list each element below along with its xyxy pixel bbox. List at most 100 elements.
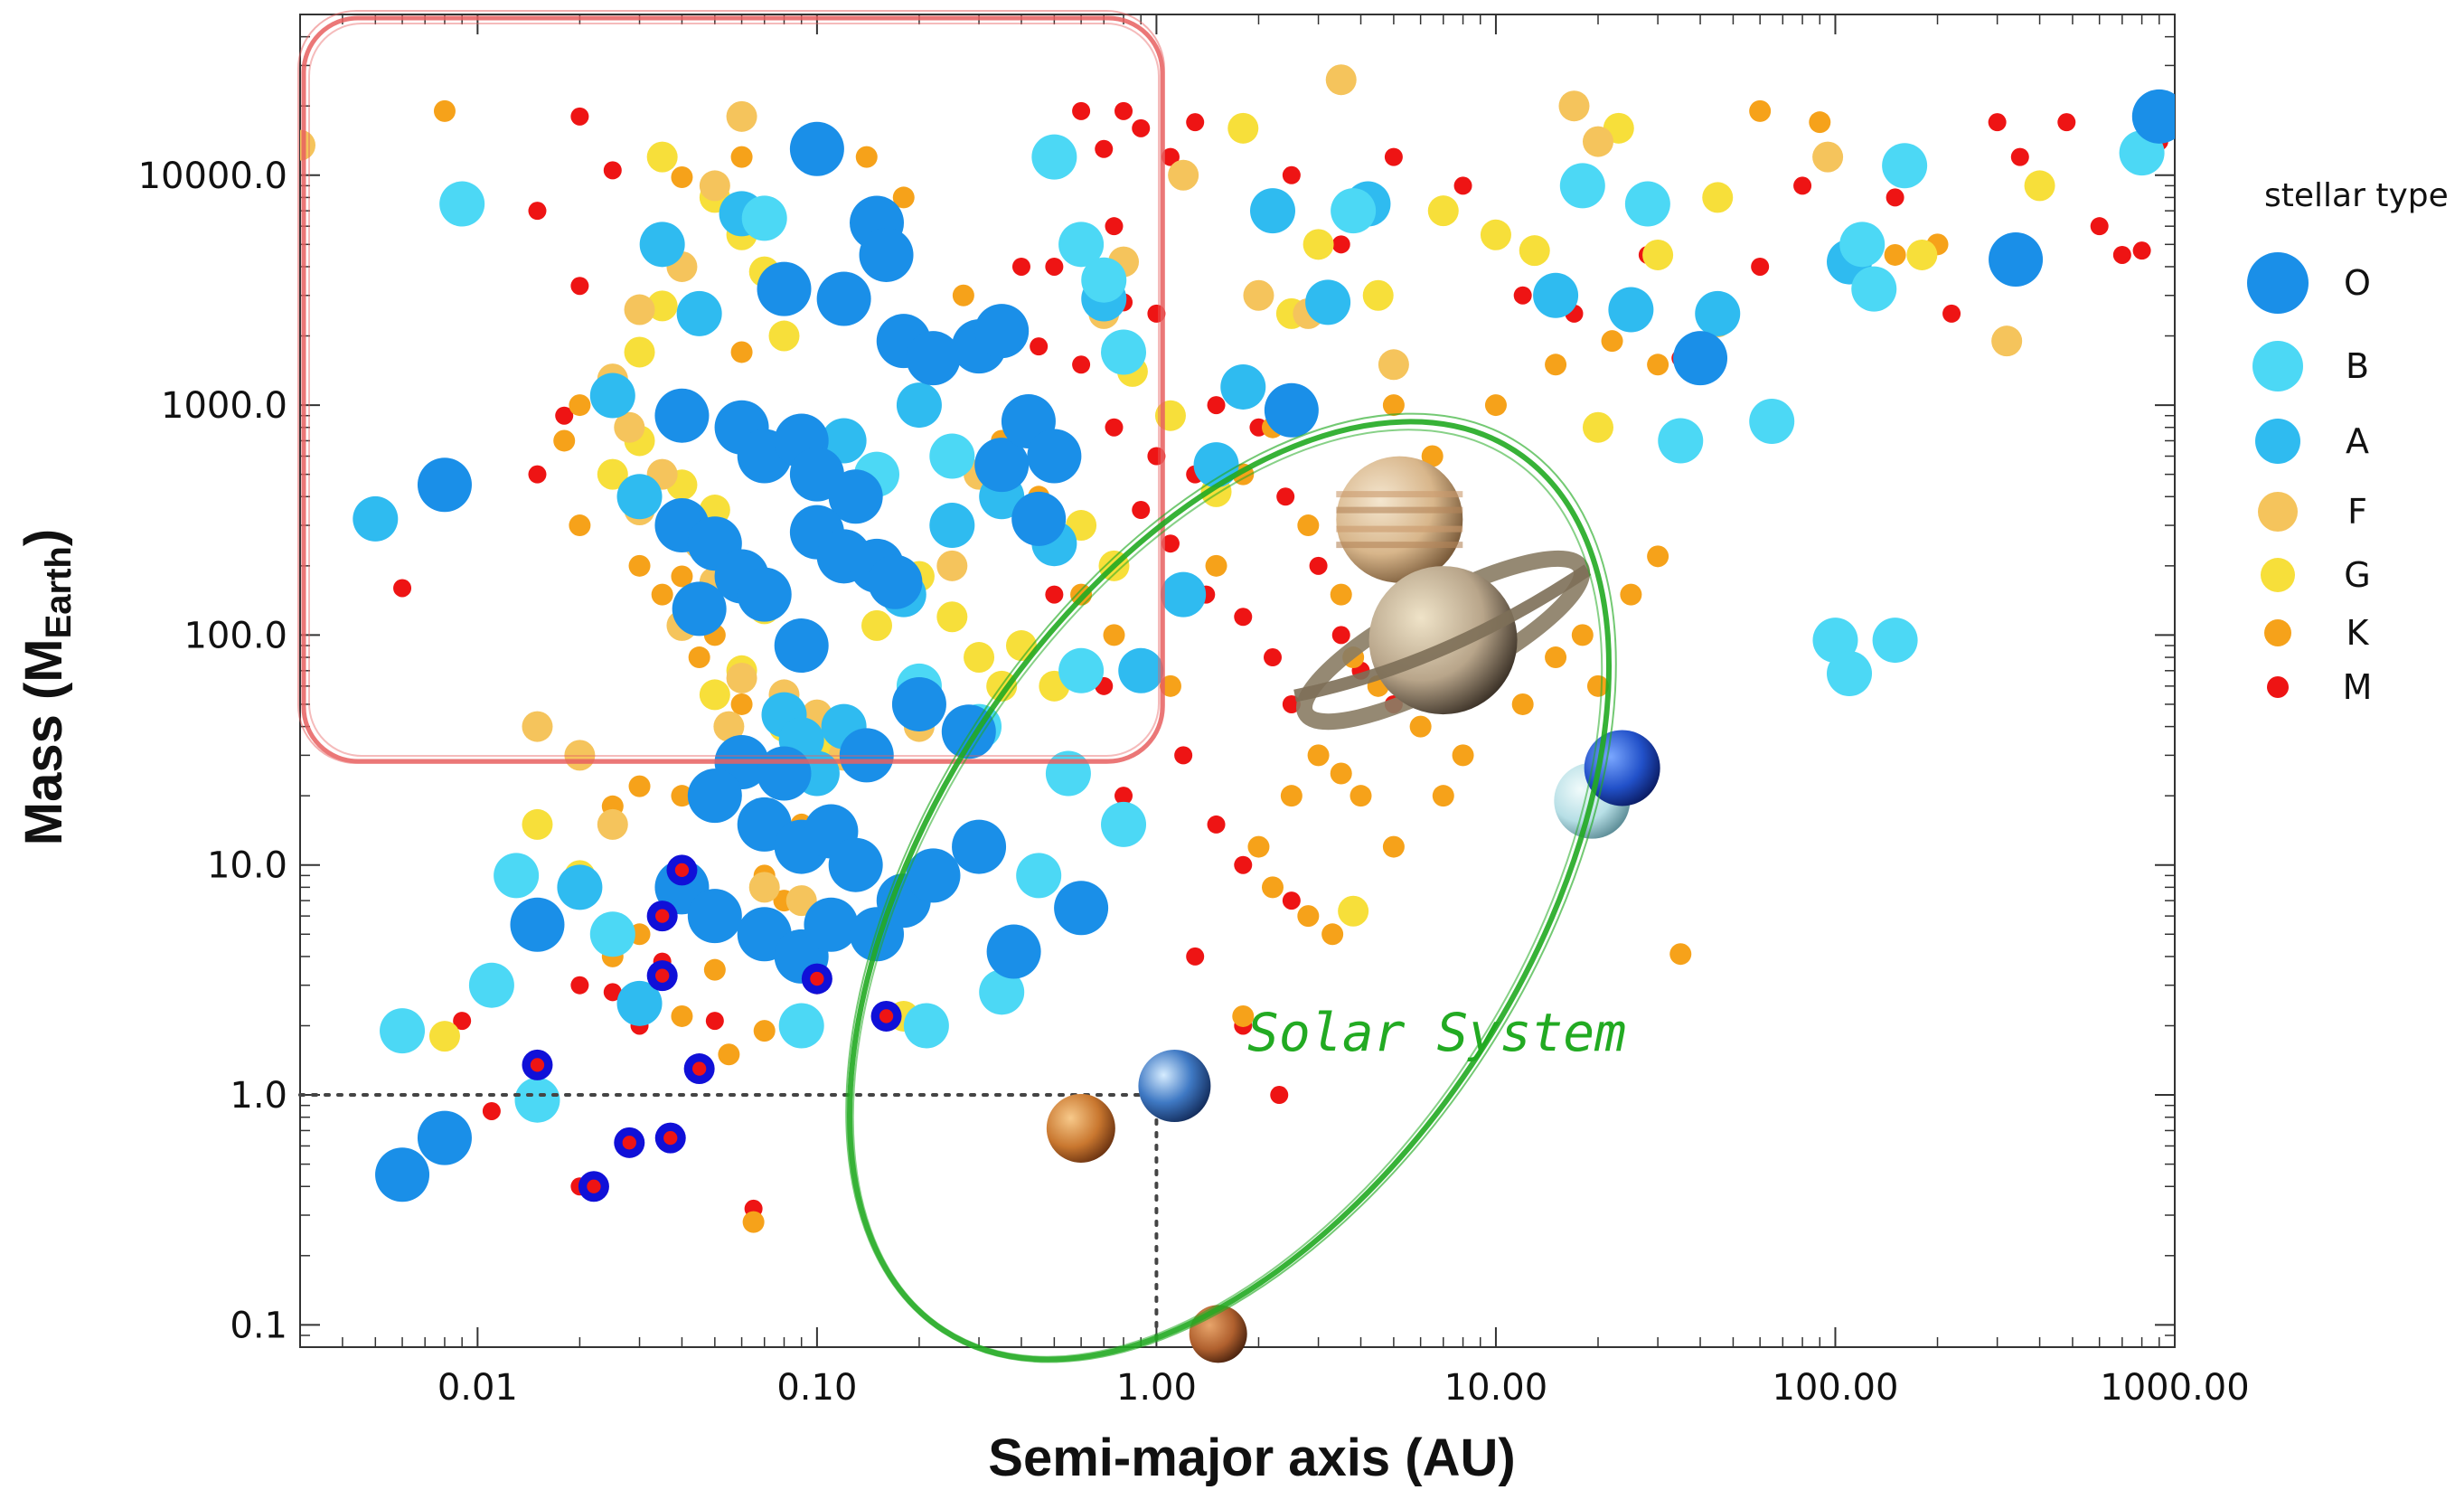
data-point-B	[1331, 188, 1377, 234]
data-point-O	[859, 227, 914, 282]
data-point-K	[1297, 905, 1320, 928]
data-point-K	[553, 429, 576, 452]
planet-venus	[1046, 1093, 1115, 1163]
data-point-O	[375, 1147, 430, 1202]
data-point-M	[1331, 626, 1350, 645]
data-point-K	[730, 693, 753, 715]
x-tick-label: 1.00	[1116, 1367, 1197, 1409]
data-point-M	[1132, 501, 1151, 520]
data-point-M	[1331, 235, 1350, 254]
data-point-A	[1305, 279, 1351, 325]
data-point-M	[570, 277, 589, 296]
data-point-M	[1114, 101, 1133, 120]
data-point-K	[1749, 99, 1772, 122]
data-point-M	[2090, 217, 2109, 236]
data-point-B	[468, 962, 514, 1008]
data-point-O	[1989, 231, 2044, 287]
data-point-F	[1378, 349, 1409, 381]
plot-area	[299, 14, 2176, 1348]
data-point-M	[1011, 257, 1030, 276]
data-point-O	[789, 121, 844, 176]
data-point-A	[616, 980, 663, 1026]
x-tick-label: 1000.00	[2100, 1367, 2249, 1409]
data-point-K	[628, 775, 651, 797]
data-point-O	[1011, 491, 1067, 546]
data-point-K	[671, 1004, 693, 1027]
data-point-O	[672, 581, 727, 637]
data-point-M	[603, 983, 622, 1002]
data-point-G	[1702, 182, 1734, 213]
data-point-M	[603, 161, 622, 180]
data-point-K	[651, 583, 673, 606]
data-point-B	[1045, 750, 1091, 797]
data-point-K	[1620, 583, 1642, 606]
data-point-O	[906, 331, 961, 386]
data-point-F	[1991, 325, 2023, 357]
y-axis-title: Mass (MEarth)	[14, 529, 79, 845]
data-point-ringed-core	[587, 1179, 601, 1193]
data-point-G	[428, 1021, 460, 1052]
data-point-B	[589, 911, 635, 957]
data-point-K	[1247, 835, 1270, 858]
data-point-ringed-core	[530, 1058, 545, 1072]
planet-jupiter	[1336, 456, 1463, 583]
data-point-M	[1988, 113, 2007, 132]
axis-tick-labels: 0.01 0.10 1.00 10.00 100.00 1000.00 0.1 1.0 10.0…	[138, 156, 2250, 1409]
data-point-B	[1081, 257, 1127, 303]
data-point-A	[1608, 287, 1654, 333]
data-point-ringed-core	[692, 1061, 707, 1076]
x-tick-label: 0.01	[437, 1367, 518, 1409]
data-point-M	[1161, 147, 1180, 166]
data-point-K	[855, 146, 878, 168]
data-point-O	[1027, 429, 1082, 484]
data-point-M	[1264, 648, 1283, 667]
data-point-B	[1058, 222, 1105, 268]
data-point-B	[514, 1077, 560, 1123]
data-point-O	[687, 769, 742, 824]
data-point-K	[1280, 785, 1303, 807]
data-point-O	[828, 837, 883, 892]
data-point-M	[2057, 113, 2076, 132]
data-point-K	[1545, 354, 1567, 376]
data-point-M	[1105, 217, 1124, 236]
data-point-K	[569, 514, 591, 537]
data-point-O	[974, 304, 1030, 359]
data-point-G	[861, 609, 893, 641]
data-point-M	[1282, 891, 1301, 910]
data-point-K	[628, 554, 651, 577]
data-point-B	[1851, 266, 1897, 312]
data-point-M	[1270, 1086, 1289, 1105]
legend-label-B: B	[2346, 346, 2369, 386]
data-point-B	[741, 195, 787, 241]
data-point-O	[654, 388, 710, 443]
data-point-G	[699, 679, 730, 711]
data-point-G	[2024, 170, 2055, 202]
data-point-M	[570, 976, 589, 995]
data-point-M	[1132, 118, 1151, 137]
legend-label-A: A	[2346, 421, 2369, 461]
solar-system-ellipse	[845, 412, 1617, 1363]
data-point-A	[353, 495, 399, 542]
data-point-A	[1220, 363, 1266, 410]
data-point-ringed-core	[655, 968, 670, 983]
data-point-F	[614, 411, 645, 443]
data-point-B	[1016, 853, 1062, 899]
data-point-ringed-core	[674, 863, 690, 878]
y-axis-title-main: Mass (M	[14, 638, 73, 845]
legend-marker-M	[2267, 676, 2289, 698]
data-point-G	[1480, 219, 1511, 250]
data-point-G	[1906, 239, 1938, 270]
data-point-G	[522, 808, 553, 840]
data-point-M	[1282, 165, 1301, 184]
data-point-O	[952, 819, 1007, 874]
data-point-K	[433, 99, 456, 122]
data-point-K	[1421, 445, 1444, 467]
legend-marker-K	[2264, 619, 2291, 646]
data-point-M	[705, 1012, 724, 1031]
legend-label-K: K	[2346, 613, 2370, 653]
data-point-O	[828, 469, 883, 524]
data-point-K	[730, 341, 753, 363]
data-point-M	[1186, 113, 1205, 132]
